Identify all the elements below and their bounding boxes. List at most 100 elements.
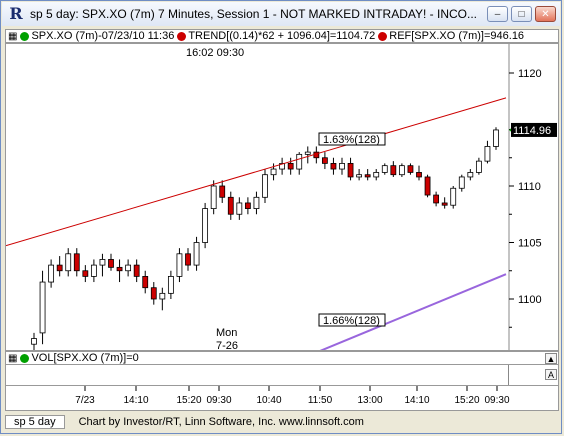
candle-up[interactable] xyxy=(39,281,46,334)
candle-down[interactable] xyxy=(287,163,294,170)
upper-annotation: 1.63%(128) xyxy=(323,134,380,146)
candle-up[interactable] xyxy=(65,253,72,272)
candle-up[interactable] xyxy=(262,174,268,198)
trend-line-lower[interactable] xyxy=(267,273,507,374)
chart-tab[interactable]: sp 5 day xyxy=(5,415,65,429)
volume-menu-icon[interactable]: ▦ xyxy=(8,352,18,364)
candle-down[interactable] xyxy=(330,163,337,170)
candle-up[interactable] xyxy=(458,176,465,189)
time-tick-label: 7/23 xyxy=(75,395,95,406)
candle-up[interactable] xyxy=(202,208,209,243)
time-tick-label: 14:10 xyxy=(404,395,429,406)
price-tick-label: 1100 xyxy=(518,294,542,306)
candle-up[interactable] xyxy=(304,151,311,155)
maximize-button[interactable]: □ xyxy=(511,6,532,22)
candle-down[interactable] xyxy=(416,172,422,178)
candle-up[interactable] xyxy=(176,253,183,277)
candle-down[interactable] xyxy=(433,194,440,204)
candle-down[interactable] xyxy=(150,287,157,300)
candle-up[interactable] xyxy=(279,163,286,170)
candle-up[interactable] xyxy=(270,168,277,176)
candle-up[interactable] xyxy=(373,172,380,178)
time-tick-label: 11:50 xyxy=(308,395,333,406)
close-button[interactable]: ✕ xyxy=(535,6,556,22)
credit-text: Chart by Investor/RT, Linn Software, Inc… xyxy=(78,416,364,428)
title-bar[interactable]: R sp 5 day: SPX.XO (7m) 7 Minutes, Sessi… xyxy=(2,2,560,26)
lower-annotation: 1.66%(128) xyxy=(323,315,380,327)
day-label-mon: Mon xyxy=(216,327,237,339)
candle-down[interactable] xyxy=(390,165,397,176)
candle-up[interactable] xyxy=(159,292,166,300)
price-chart-pane[interactable]: 11001105111011151120 16:02 09:30 Mon 7-2… xyxy=(5,43,559,374)
candle-down[interactable] xyxy=(142,275,149,289)
volume-label[interactable]: VOL[SPX.XO (7m)]=0 xyxy=(31,352,139,364)
candlestick-chart[interactable]: 11001105111011151120 16:02 09:30 Mon 7-2… xyxy=(5,44,558,374)
symbol-status-icon xyxy=(20,31,30,41)
volume-pane[interactable]: A xyxy=(5,365,559,385)
ref-label[interactable]: REF[SPX.XO (7m)]=946.16 xyxy=(389,30,525,42)
status-bar: sp 5 day Chart by Investor/RT, Linn Soft… xyxy=(5,413,559,431)
time-axis[interactable]: 7/23 14:10 15:20 09:30 10:40 11:50 13:00 14:10 1… xyxy=(5,385,559,411)
price-tick-label: 1110 xyxy=(518,181,541,193)
candle-down[interactable] xyxy=(73,253,80,272)
candle-up[interactable] xyxy=(450,187,457,206)
candle-up[interactable] xyxy=(475,160,482,173)
candle-up[interactable] xyxy=(193,242,200,266)
candle-up[interactable] xyxy=(356,174,363,178)
time-tick-label: 09:30 xyxy=(484,395,509,406)
volume-axis-divider xyxy=(508,365,509,385)
session-time-label: 16:02 09:30 xyxy=(186,47,244,59)
upper-annotation-box[interactable] xyxy=(318,132,386,146)
time-tick-label: 15:20 xyxy=(454,395,479,406)
trend-status-icon xyxy=(177,31,187,41)
candle-up[interactable] xyxy=(90,264,97,277)
last-price-box xyxy=(511,122,557,137)
candle-down[interactable] xyxy=(407,165,414,173)
candle-down[interactable] xyxy=(133,264,140,277)
candle-up[interactable] xyxy=(467,172,474,178)
candle-up[interactable] xyxy=(493,129,499,147)
candle-down[interactable] xyxy=(244,202,251,209)
chart-menu-icon[interactable]: ▦ xyxy=(8,30,18,42)
candle-up[interactable] xyxy=(210,185,217,210)
scroll-up-button[interactable]: ▲ xyxy=(545,353,557,364)
candle-down[interactable] xyxy=(56,264,63,272)
last-price-label: 1114.96 xyxy=(513,125,551,137)
candle-down[interactable] xyxy=(441,202,448,206)
candle-up[interactable] xyxy=(296,153,303,170)
candle-down[interactable] xyxy=(82,270,89,277)
trend-label[interactable]: TREND[(0.14)*62 + 1096.04]=1104.72 xyxy=(188,30,376,42)
minimize-button[interactable]: – xyxy=(487,6,508,22)
symbol-line[interactable]: SPX.XO (7m)-07/23/10 11:36 xyxy=(31,30,175,42)
candle-up[interactable] xyxy=(125,264,132,272)
volume-status-icon xyxy=(20,353,30,363)
candle-up[interactable] xyxy=(253,196,260,210)
candle-up[interactable] xyxy=(381,165,388,173)
candle-up[interactable] xyxy=(398,165,405,176)
price-tick-label: 1105 xyxy=(518,238,542,250)
candle-up[interactable] xyxy=(48,264,55,283)
candle-up[interactable] xyxy=(339,163,345,170)
candle-down[interactable] xyxy=(424,176,431,196)
candle-down[interactable] xyxy=(108,259,114,268)
lower-annotation-box[interactable] xyxy=(318,313,386,327)
candle-down[interactable] xyxy=(116,266,123,272)
time-axis-labels: 7/23 14:10 15:20 09:30 10:40 11:50 13:00 14:10 1… xyxy=(75,386,510,406)
chart-info-bar: ▦ SPX.XO (7m)-07/23/10 11:36 TREND[(0.14… xyxy=(5,29,559,43)
window-title: sp 5 day: SPX.XO (7m) 7 Minutes, Session… xyxy=(30,7,478,21)
candle-down[interactable] xyxy=(227,196,234,215)
candle-up[interactable] xyxy=(484,146,491,162)
candle-up[interactable] xyxy=(99,259,106,266)
candle-down[interactable] xyxy=(185,253,191,266)
trend-line-upper[interactable] xyxy=(5,97,507,247)
candle-down[interactable] xyxy=(347,163,354,178)
volume-axis-button[interactable]: A xyxy=(545,369,557,380)
candle-up[interactable] xyxy=(31,338,37,345)
candle-down[interactable] xyxy=(219,185,226,198)
candle-up[interactable] xyxy=(236,202,243,215)
candle-down[interactable] xyxy=(364,174,371,178)
time-tick-label: 09:30 xyxy=(206,395,231,406)
ref-status-icon xyxy=(378,31,388,41)
candle-up[interactable] xyxy=(167,275,174,294)
candle-down[interactable] xyxy=(321,157,328,164)
